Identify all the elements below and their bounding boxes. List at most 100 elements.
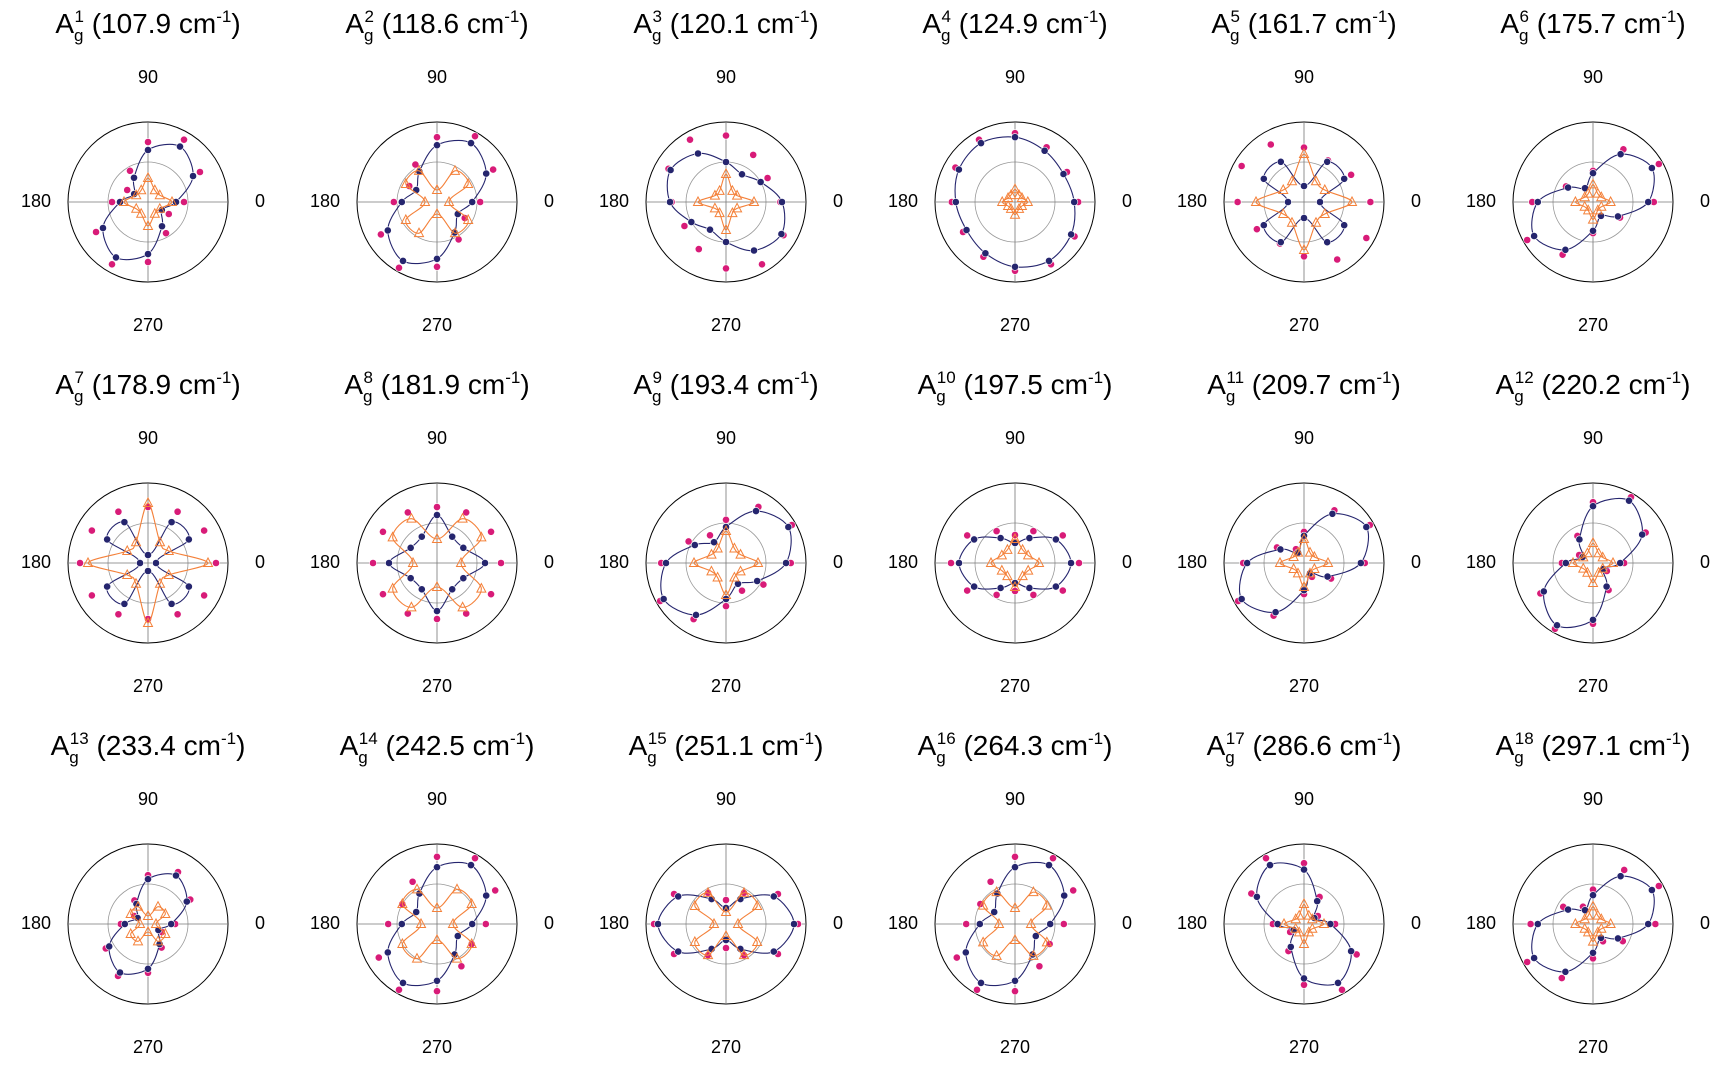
data-point — [962, 920, 971, 928]
title-part: g — [936, 387, 945, 406]
data-point — [1298, 937, 1310, 948]
data-point — [482, 891, 491, 900]
data-point — [1303, 909, 1315, 920]
title-part: (297.1 cm — [1534, 730, 1666, 761]
title-part: 4 — [941, 7, 950, 26]
data-point — [962, 226, 971, 234]
data-point — [1306, 922, 1318, 933]
title-part: A — [1496, 730, 1515, 761]
angle-tick-label: 90 — [1294, 428, 1314, 448]
data-point — [790, 920, 798, 928]
data-point — [751, 899, 763, 910]
data-point — [1262, 854, 1270, 863]
title-part: ) — [1098, 8, 1107, 39]
data-point — [433, 852, 441, 861]
polar-chart: Ag1 (107.9 cm-1) 0 90 180 270 — [21, 7, 265, 335]
title-part: (178.9 cm — [84, 369, 216, 400]
title-part: -1 — [1083, 7, 1098, 26]
data-point — [996, 549, 1008, 560]
data-point — [986, 877, 995, 886]
data-point — [1589, 226, 1597, 235]
data-point — [720, 167, 732, 178]
data-point — [397, 937, 408, 948]
data-point — [1582, 926, 1594, 937]
title-part: A — [922, 8, 941, 39]
data-point — [130, 202, 142, 213]
title-part: A — [918, 369, 937, 400]
data-point — [729, 542, 740, 553]
data-point — [720, 929, 732, 940]
angle-tick-label: 270 — [1000, 676, 1030, 696]
data-point — [973, 985, 981, 994]
data-point — [433, 615, 441, 623]
data-point — [433, 141, 441, 150]
data-point — [1561, 967, 1570, 976]
data-point — [132, 935, 144, 946]
data-point — [1530, 232, 1539, 240]
data-point — [993, 917, 1005, 928]
data-point — [1266, 861, 1274, 870]
data-point — [1587, 935, 1599, 946]
data-point — [1266, 140, 1275, 149]
data-point — [1577, 562, 1589, 573]
angle-tick-label: 0 — [255, 913, 265, 933]
data-point — [406, 574, 415, 583]
chart-title: Ag6 (175.7 cm-1) — [1500, 7, 1685, 45]
data-point — [413, 164, 425, 175]
fit-curve — [1279, 538, 1329, 588]
data-point — [1298, 532, 1310, 543]
data-point — [963, 531, 972, 540]
title-part: g — [1225, 748, 1234, 767]
angle-tick-label: 0 — [1411, 913, 1421, 933]
data-point — [1002, 570, 1013, 581]
data-point — [399, 256, 407, 265]
polar-chart: Ag9 (193.4 cm-1) 0 90 180 270 — [599, 368, 843, 696]
data-point — [1002, 543, 1013, 554]
data-point — [689, 935, 701, 946]
data-point — [1045, 861, 1053, 870]
data-point — [1579, 200, 1591, 211]
data-point — [777, 230, 786, 238]
data-point — [1286, 216, 1298, 227]
angle-tick-label: 180 — [888, 191, 918, 211]
data-point — [462, 213, 474, 224]
data-point — [996, 584, 1005, 592]
data-point — [103, 535, 112, 544]
data-point — [1316, 198, 1324, 206]
data-point — [992, 590, 1001, 599]
data-point — [476, 582, 487, 593]
angle-tick-label: 270 — [1578, 315, 1608, 335]
data-point — [121, 568, 133, 579]
data-point — [385, 559, 393, 567]
data-point — [1288, 550, 1299, 561]
title-part: g — [652, 387, 661, 406]
data-point — [389, 198, 398, 206]
title-part: g — [358, 748, 367, 767]
data-point — [397, 198, 406, 206]
data-point — [1013, 189, 1025, 200]
data-point — [1309, 562, 1320, 573]
angle-tick-label: 180 — [1177, 191, 1207, 211]
data-point — [1022, 564, 1034, 575]
fit-curve — [990, 538, 1040, 588]
chart-title: Ag14 (242.5 cm-1) — [340, 729, 535, 767]
data-point — [1644, 198, 1653, 206]
data-point — [384, 920, 393, 928]
data-point — [722, 131, 730, 140]
title-part: (251.1 cm — [667, 730, 799, 761]
angle-tick-label: 180 — [1177, 552, 1207, 572]
data-point — [459, 574, 468, 583]
data-point — [397, 920, 406, 928]
data-point — [182, 897, 191, 906]
angle-tick-label: 180 — [599, 913, 629, 933]
fit-curve — [405, 170, 469, 234]
data-point — [471, 854, 479, 863]
angle-tick-label: 0 — [255, 191, 265, 211]
data-point — [448, 532, 457, 541]
title-part: -1 — [504, 7, 519, 26]
data-point — [977, 936, 989, 947]
data-point — [954, 165, 963, 174]
data-point — [1059, 170, 1068, 178]
data-point — [720, 905, 732, 916]
data-point — [782, 559, 790, 567]
